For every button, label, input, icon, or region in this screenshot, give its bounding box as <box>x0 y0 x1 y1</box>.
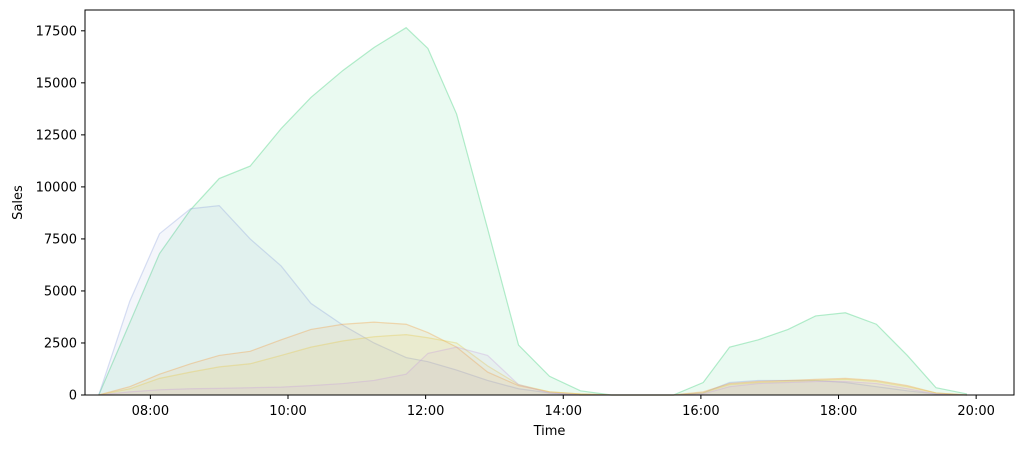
x-tick-label: 16:00 <box>682 404 719 419</box>
x-tick-label: 12:00 <box>407 404 444 419</box>
y-tick-label: 17500 <box>36 24 77 39</box>
y-tick-label: 5000 <box>44 284 77 299</box>
y-tick-label: 0 <box>69 389 77 404</box>
area-fill-series-3 <box>98 322 967 395</box>
x-tick-label: 10:00 <box>269 404 306 419</box>
area-fill-series-5 <box>98 347 967 395</box>
y-tick-label: 7500 <box>44 232 77 247</box>
x-tick-label: 14:00 <box>545 404 582 419</box>
x-tick-label: 08:00 <box>132 404 169 419</box>
area-fill-series-2 <box>98 205 967 395</box>
y-tick-label: 2500 <box>44 336 77 351</box>
x-tick-label: 20:00 <box>957 404 994 419</box>
y-tick-label: 10000 <box>36 180 77 195</box>
y-tick-label: 15000 <box>36 76 77 91</box>
y-axis: 0 2500 5000 7500 10000 12500 15000 17500 <box>36 24 85 404</box>
x-axis: 08:00 10:00 12:00 14:00 16:00 18:00 20:00 <box>132 395 995 419</box>
area-line-series-1 <box>98 26 968 396</box>
y-tick-label: 12500 <box>36 128 77 143</box>
area-line-series-3 <box>98 321 968 396</box>
plot-frame <box>84 9 1015 396</box>
area-line-series-5 <box>98 346 967 396</box>
area-fill-series-4 <box>98 334 967 395</box>
x-axis-title: Time <box>533 424 566 439</box>
y-axis-title: Sales <box>11 185 26 220</box>
area-line-series-2 <box>98 204 967 396</box>
area-line-series-4 <box>98 334 968 396</box>
area-fill-series-1 <box>98 27 967 396</box>
area-series-group <box>98 26 968 396</box>
x-tick-label: 18:00 <box>820 404 857 419</box>
